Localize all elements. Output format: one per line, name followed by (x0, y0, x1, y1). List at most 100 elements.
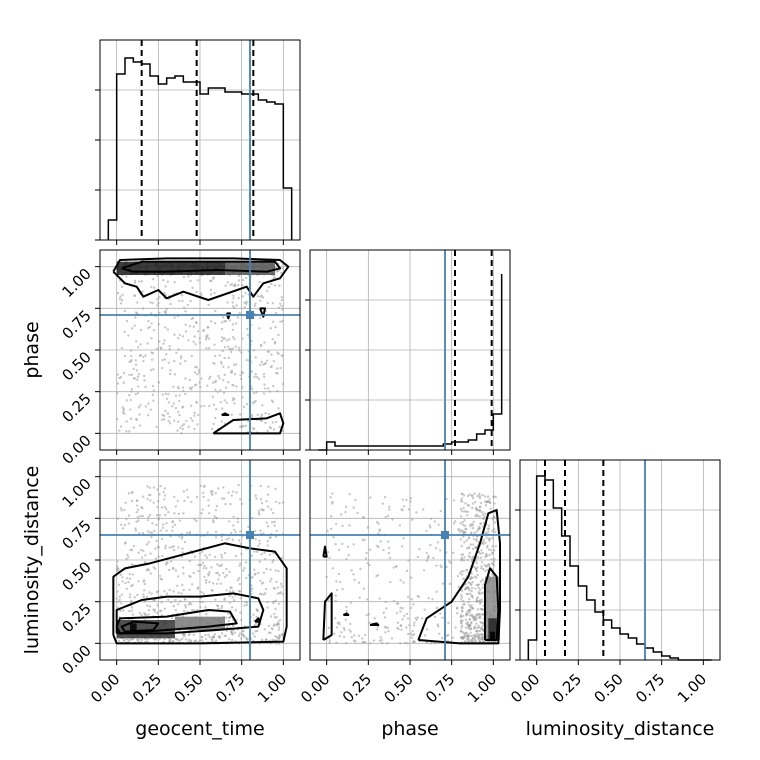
sample-point (264, 412, 267, 415)
sample-point (467, 546, 471, 549)
sample-point (222, 391, 226, 395)
sample-point (138, 413, 141, 416)
sample-point (265, 567, 268, 571)
sample-point (136, 391, 140, 395)
sample-point (239, 596, 242, 600)
sample-point (372, 639, 375, 642)
sample-point (461, 599, 465, 603)
sample-point (245, 358, 248, 362)
sample-point (138, 354, 142, 358)
sample-point (233, 373, 237, 376)
sample-point (194, 639, 198, 642)
sample-point (345, 557, 348, 561)
sample-point (233, 284, 237, 288)
sample-point (409, 632, 412, 635)
sample-point (457, 585, 460, 588)
sample-point (183, 632, 186, 636)
sample-point (263, 387, 267, 390)
sample-point (163, 291, 166, 295)
sample-point (122, 371, 126, 375)
sample-point (179, 362, 182, 365)
sample-point (256, 413, 259, 417)
sample-point (399, 606, 402, 610)
sample-point (198, 381, 201, 384)
sample-point (210, 566, 213, 569)
sample-point (488, 565, 491, 568)
sample-point (494, 495, 497, 499)
sample-point (257, 377, 261, 381)
sample-point (225, 574, 229, 577)
sample-point (281, 382, 285, 386)
sample-point (485, 546, 489, 549)
sample-point (261, 296, 265, 299)
sample-point (412, 603, 415, 606)
sample-point (481, 591, 484, 594)
sample-point (274, 311, 278, 315)
sample-point (376, 573, 380, 577)
sample-point (278, 425, 281, 429)
sample-point (135, 511, 139, 514)
x-axis-label-luminosity_distance: luminosity_distance (526, 718, 715, 740)
sample-point (465, 568, 468, 572)
sample-point (375, 521, 379, 524)
sample-point (118, 298, 122, 301)
sample-point (207, 499, 210, 502)
truth-point (441, 531, 449, 539)
sample-point (281, 319, 284, 323)
sample-point (273, 612, 276, 616)
sample-point (354, 498, 357, 502)
sample-point (338, 634, 341, 638)
sample-point (184, 310, 187, 313)
sample-point (238, 349, 241, 352)
sample-point (220, 535, 223, 539)
sample-point (121, 580, 124, 583)
sample-point (470, 634, 473, 638)
sample-point (150, 592, 153, 596)
sample-point (178, 399, 181, 403)
sample-point (425, 529, 428, 533)
sample-point (460, 545, 463, 548)
sample-point (163, 590, 166, 593)
sample-point (272, 359, 276, 363)
sample-point (479, 607, 482, 611)
sample-point (133, 324, 136, 327)
sample-point (384, 631, 387, 634)
sample-point (120, 602, 123, 605)
sample-point (227, 520, 231, 523)
sample-point (472, 537, 476, 541)
sample-point (274, 371, 278, 375)
sample-point (156, 488, 159, 491)
sample-point (406, 641, 409, 645)
y-axis-label-luminosity_distance: luminosity_distance (21, 466, 43, 655)
sample-point (145, 604, 149, 607)
sample-point (384, 600, 387, 604)
sample-point (162, 523, 165, 526)
sample-point (412, 633, 416, 636)
sample-point (136, 346, 140, 349)
sample-point (333, 632, 336, 635)
sample-point (459, 499, 463, 502)
sample-point (425, 559, 428, 562)
sample-point (468, 618, 471, 621)
sample-point (478, 629, 482, 633)
sample-point (462, 535, 465, 538)
sample-point (476, 573, 479, 577)
sample-point (168, 372, 172, 376)
sample-point (171, 405, 174, 408)
sample-point (198, 337, 201, 340)
sample-point (212, 582, 215, 585)
sample-point (129, 349, 133, 352)
sample-point (268, 390, 272, 393)
sample-point (231, 283, 234, 286)
sample-point (465, 539, 468, 542)
sample-point (231, 632, 234, 636)
sample-point (252, 613, 255, 616)
sample-point (238, 274, 241, 278)
sample-point (490, 549, 493, 552)
sample-point (217, 578, 220, 581)
sample-point (259, 344, 263, 348)
sample-point (204, 606, 207, 609)
sample-point (484, 541, 487, 544)
sample-point (143, 379, 146, 382)
sample-point (475, 622, 478, 625)
